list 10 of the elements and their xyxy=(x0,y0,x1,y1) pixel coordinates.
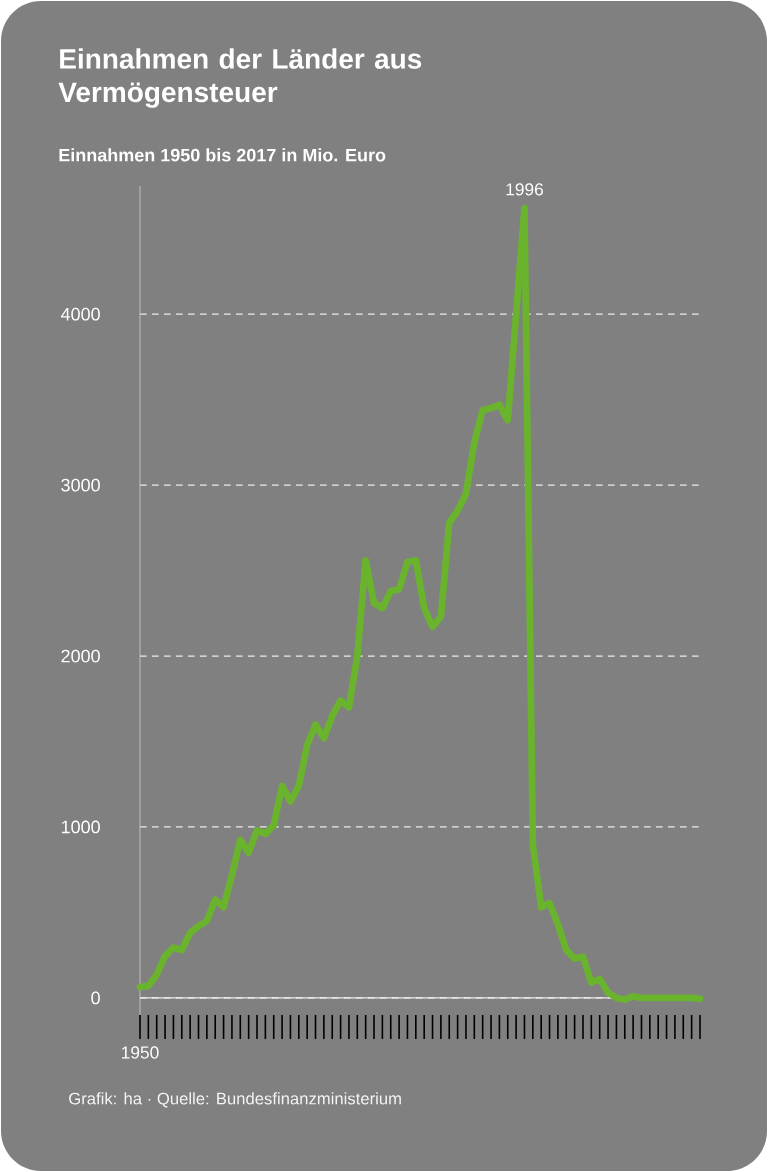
y-tick-label: 2000 xyxy=(61,649,100,663)
y-tick-label: 3000 xyxy=(61,478,100,492)
y-tick-label: 4000 xyxy=(61,307,100,321)
x-tick-label: 1950 xyxy=(122,1046,159,1059)
annotation: 1996 xyxy=(506,183,543,196)
chart-title: Einnahmen der Länder aus Vermögensteuer xyxy=(58,48,422,108)
text: Grafik: ha · Quelle: Bundesfinanzministerium xyxy=(69,1092,401,1108)
chart-subtitle: Einnahmen 1950 bis 2017 in Mio. Euro xyxy=(59,148,386,162)
y-tick-label: 1000 xyxy=(61,820,100,834)
y-tick-label: 0 xyxy=(91,991,100,1005)
